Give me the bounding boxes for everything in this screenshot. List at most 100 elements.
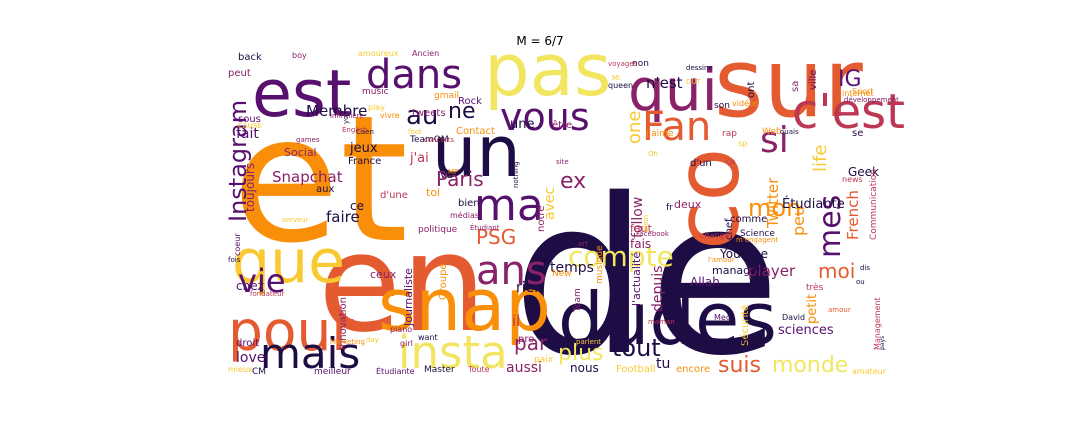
word-104: Toute bbox=[467, 365, 490, 374]
word-52: temps bbox=[550, 260, 594, 276]
word-143: Marketing bbox=[330, 338, 365, 346]
word-142: day bbox=[366, 336, 379, 344]
word-14: insta bbox=[398, 326, 508, 379]
word-71: manager bbox=[712, 264, 762, 277]
word-138: médias bbox=[450, 210, 479, 220]
word-171: son bbox=[714, 101, 730, 111]
word-94: très bbox=[806, 282, 824, 293]
word-40: Snapchat bbox=[272, 168, 343, 186]
word-183: plein bbox=[642, 215, 650, 232]
word-54: il bbox=[512, 312, 520, 330]
word-42: player bbox=[748, 262, 796, 280]
word-58: sciences bbox=[778, 323, 834, 338]
word-87: se bbox=[852, 128, 863, 139]
word-12: qui bbox=[628, 56, 718, 124]
word-145: fois bbox=[228, 256, 241, 264]
word-129: Sécurité bbox=[739, 305, 751, 346]
word-5: dudes bbox=[558, 277, 777, 361]
word-34: suis bbox=[718, 353, 761, 378]
word-16: dans bbox=[366, 52, 462, 98]
word-82: Rock bbox=[458, 96, 482, 107]
word-132: musique bbox=[595, 245, 605, 284]
word-2: en bbox=[318, 205, 487, 362]
word-131: notre bbox=[536, 206, 547, 232]
word-120: meilleur bbox=[314, 367, 351, 377]
word-163: nothing bbox=[512, 161, 520, 188]
word-107: back bbox=[238, 52, 262, 63]
word-53: rien bbox=[516, 280, 543, 296]
word-24: mes bbox=[813, 195, 848, 258]
word-47: peu bbox=[789, 206, 808, 236]
word-115: sa bbox=[790, 81, 801, 92]
figure-title: M = 6/7 bbox=[516, 34, 564, 48]
word-168: queen bbox=[608, 81, 633, 90]
word-150: Ancien bbox=[412, 49, 439, 58]
word-77: chez bbox=[236, 279, 264, 293]
word-134: bien bbox=[458, 198, 480, 209]
word-39: Membre bbox=[306, 102, 367, 120]
word-51: nous bbox=[570, 361, 599, 375]
word-144: fondateur bbox=[250, 290, 284, 298]
word-140: girl bbox=[400, 339, 413, 348]
word-136: d'une bbox=[380, 190, 408, 201]
word-36: monde bbox=[772, 353, 848, 378]
word-103: Master bbox=[424, 365, 455, 375]
word-112: J'aime bbox=[645, 129, 674, 139]
word-167: Oh bbox=[648, 150, 658, 158]
word-122: mieux bbox=[228, 365, 253, 374]
word-152: play bbox=[368, 103, 385, 112]
word-17: vous bbox=[500, 95, 590, 139]
word-27: ne bbox=[448, 99, 475, 124]
word-86: être bbox=[552, 119, 572, 131]
word-64: Innovation bbox=[338, 297, 349, 350]
word-61: j'ai bbox=[409, 151, 429, 166]
word-89: Communication bbox=[869, 169, 879, 240]
word-137: politique bbox=[418, 225, 458, 235]
word-166: parlent bbox=[576, 338, 601, 346]
word-80: France bbox=[348, 156, 381, 167]
word-139: piano bbox=[390, 325, 412, 334]
word-45: life bbox=[810, 145, 831, 172]
word-28: Paris bbox=[436, 167, 484, 191]
word-146: coeur bbox=[233, 233, 242, 256]
word-109: gmail bbox=[434, 91, 459, 101]
word-69: Youtube bbox=[719, 247, 768, 261]
word-37: plus bbox=[558, 341, 603, 366]
word-48: love bbox=[236, 350, 265, 366]
word-101: pro bbox=[518, 334, 534, 345]
word-149: amoureux bbox=[358, 49, 399, 58]
word-97: Football bbox=[616, 364, 656, 375]
word-56: follow bbox=[630, 197, 646, 238]
word-41: faire bbox=[326, 208, 360, 226]
word-67: n'est bbox=[646, 74, 683, 92]
word-10: que bbox=[232, 227, 345, 297]
word-160: foot bbox=[408, 128, 422, 136]
word-91: chef bbox=[724, 218, 735, 240]
word-90: comme bbox=[730, 214, 767, 225]
word-158: games bbox=[296, 136, 320, 144]
word-118: news bbox=[842, 175, 863, 184]
word-135: toi bbox=[426, 186, 440, 199]
word-124: amour bbox=[828, 306, 851, 314]
word-19: si bbox=[760, 120, 789, 161]
word-172: vidéos bbox=[732, 98, 758, 108]
word-133: fr bbox=[666, 203, 673, 213]
word-164: site bbox=[556, 158, 569, 166]
word-59: tu bbox=[656, 356, 670, 372]
word-88: Geek bbox=[848, 165, 879, 179]
word-65: Groupe bbox=[438, 263, 449, 300]
word-169: voyages bbox=[608, 60, 638, 68]
word-63: Journaliste bbox=[402, 268, 415, 327]
word-49: fait bbox=[236, 126, 259, 142]
word-38: par bbox=[514, 331, 548, 355]
word-188: ça bbox=[726, 157, 735, 166]
word-57: avec bbox=[542, 187, 558, 220]
word-130: ni bbox=[740, 337, 747, 346]
word-68: Étudiante bbox=[782, 196, 845, 212]
word-1: et bbox=[232, 79, 408, 282]
word-6: snap bbox=[378, 263, 551, 347]
word-186: Mi bbox=[612, 74, 620, 82]
word-117: Sport bbox=[852, 87, 873, 96]
word-141: want bbox=[418, 333, 438, 342]
word-153: vivre bbox=[380, 111, 400, 120]
